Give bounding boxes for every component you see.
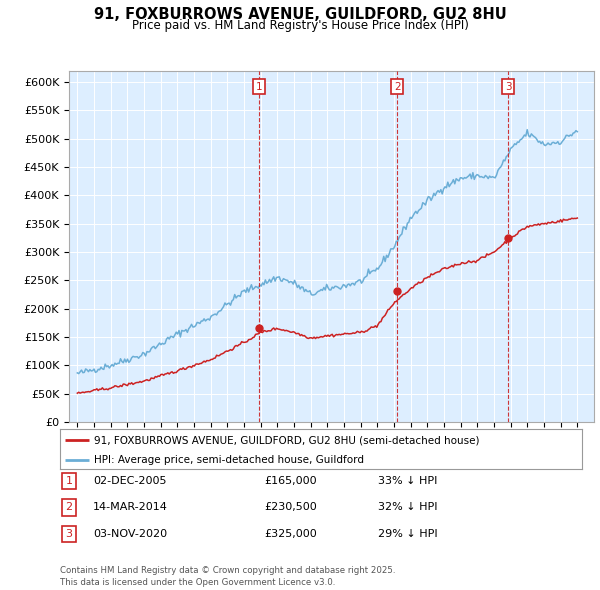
Text: 02-DEC-2005: 02-DEC-2005 (93, 476, 167, 486)
Text: 29% ↓ HPI: 29% ↓ HPI (378, 529, 437, 539)
Text: £165,000: £165,000 (264, 476, 317, 486)
Text: Contains HM Land Registry data © Crown copyright and database right 2025.
This d: Contains HM Land Registry data © Crown c… (60, 566, 395, 587)
Text: 1: 1 (256, 81, 263, 91)
Text: 2: 2 (394, 81, 401, 91)
Text: 1: 1 (65, 476, 73, 486)
Text: 2: 2 (65, 503, 73, 512)
Text: £325,000: £325,000 (264, 529, 317, 539)
Text: 33% ↓ HPI: 33% ↓ HPI (378, 476, 437, 486)
Text: 3: 3 (505, 81, 511, 91)
Text: 3: 3 (65, 529, 73, 539)
Text: £230,500: £230,500 (264, 503, 317, 512)
Text: HPI: Average price, semi-detached house, Guildford: HPI: Average price, semi-detached house,… (94, 455, 364, 466)
Text: Price paid vs. HM Land Registry's House Price Index (HPI): Price paid vs. HM Land Registry's House … (131, 19, 469, 32)
Text: 91, FOXBURROWS AVENUE, GUILDFORD, GU2 8HU (semi-detached house): 91, FOXBURROWS AVENUE, GUILDFORD, GU2 8H… (94, 435, 479, 445)
Text: 91, FOXBURROWS AVENUE, GUILDFORD, GU2 8HU: 91, FOXBURROWS AVENUE, GUILDFORD, GU2 8H… (94, 7, 506, 22)
Text: 03-NOV-2020: 03-NOV-2020 (93, 529, 167, 539)
Text: 32% ↓ HPI: 32% ↓ HPI (378, 503, 437, 512)
Text: 14-MAR-2014: 14-MAR-2014 (93, 503, 168, 512)
